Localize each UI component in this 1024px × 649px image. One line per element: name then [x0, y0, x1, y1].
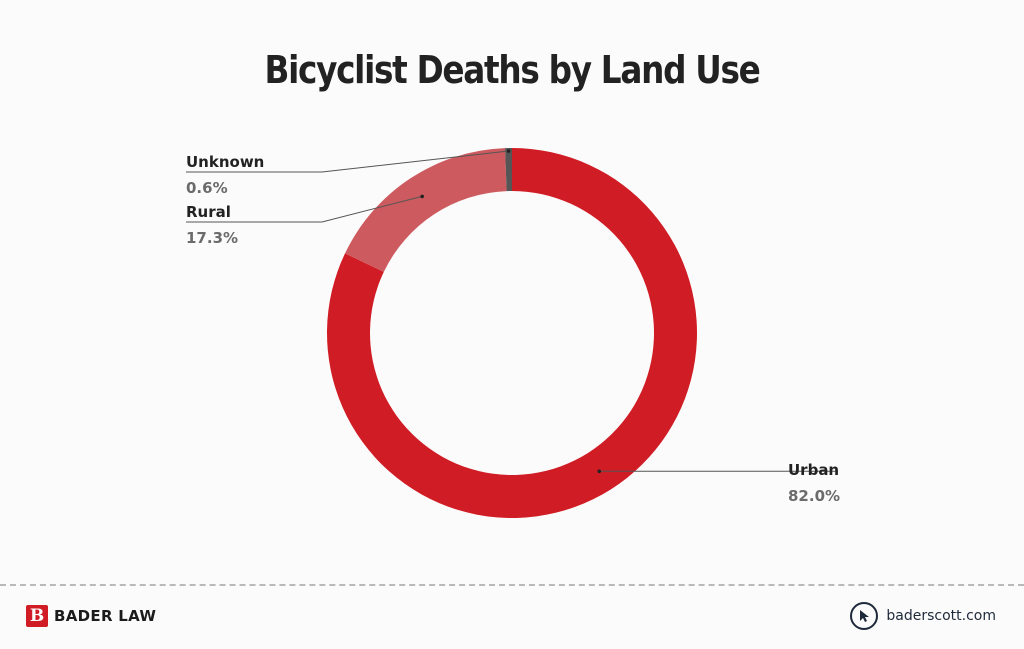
leader-dot-rural	[420, 194, 424, 199]
leader-dot-urban	[597, 469, 602, 474]
slice-label-urban: Urban	[788, 461, 839, 479]
slice-value-unknown: 0.6%	[186, 179, 228, 197]
website-link[interactable]: baderscott.com	[850, 599, 996, 633]
brand-name: BADER LAW	[54, 607, 157, 625]
donut-slices	[326, 148, 698, 518]
slice-unknown	[505, 148, 512, 192]
brand-logo[interactable]: B BADER LAW	[26, 604, 156, 628]
donut-chart: Unknown 0.6% Rural 17.3% Urban 82.0%	[186, 148, 840, 518]
slice-rural	[345, 148, 507, 272]
chart-title: Bicyclist Deaths by Land Use	[264, 48, 760, 92]
slice-label-unknown: Unknown	[186, 153, 264, 171]
slice-label-rural: Rural	[186, 203, 231, 221]
slice-value-rural: 17.3%	[186, 229, 238, 247]
cursor-pointer-icon	[850, 602, 879, 630]
footer-divider	[0, 584, 1024, 586]
leader-dot-unknown	[506, 149, 511, 153]
leader-line-unknown	[186, 150, 509, 173]
label-leaders	[186, 149, 838, 474]
bader-law-logo-icon: B	[26, 605, 48, 627]
slice-value-urban: 82.0%	[788, 487, 840, 505]
website-url: baderscott.com	[886, 608, 996, 624]
leader-line-rural	[186, 195, 423, 223]
